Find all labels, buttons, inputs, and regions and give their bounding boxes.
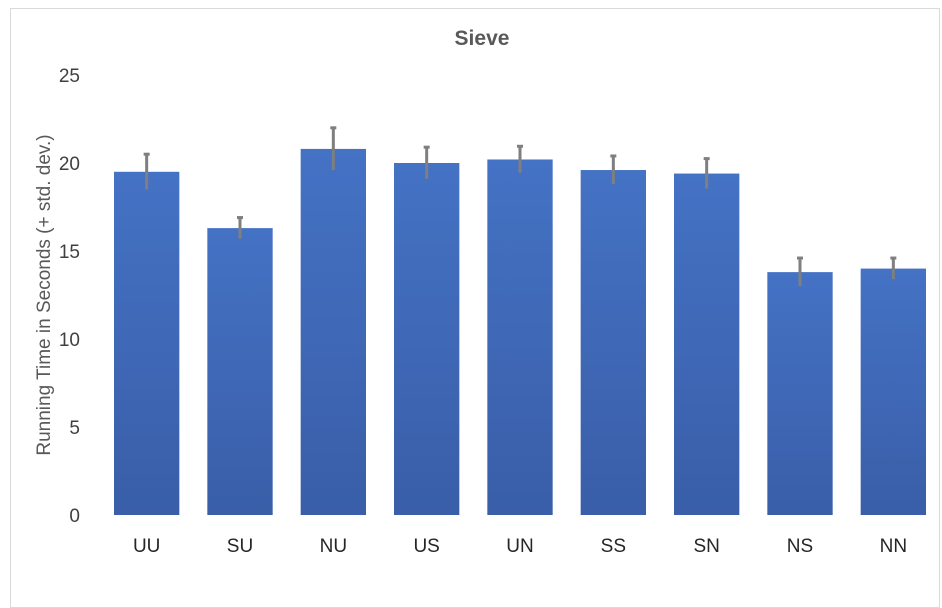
y-tick-label: 20 [59,154,80,175]
bar-un [487,159,553,516]
x-tick-label-ns: NS [787,536,813,557]
bar-uu [114,171,180,516]
x-tick-label-nn: NN [880,536,907,557]
y-axis-label: Running Time in Seconds (+ std. dev.) [34,134,55,455]
error-bar-nn [890,256,897,280]
x-tick-label-us: US [413,536,439,557]
bar-us [394,163,460,515]
error-bars-group [143,126,897,287]
bar-nn [860,268,926,515]
x-tick-label-su: SU [227,536,253,557]
chart-title: Sieve [455,27,510,50]
error-bar-ss [610,154,617,185]
bar-sn [674,173,740,515]
error-bar-uu [143,152,150,190]
error-bar-nu [330,126,337,171]
x-axis-labels: UU SU NU US UN SS SN NS NN [133,536,907,557]
y-tick-label: 10 [59,330,80,351]
error-bar-su [237,216,243,239]
bars-group [114,148,926,516]
x-tick-label-un: UN [506,536,533,557]
bar-chart: Sieve Running Time in Seconds (+ std. de… [34,27,926,557]
bar-ns [767,272,833,515]
x-tick-label-sn: SN [693,536,719,557]
bar-ss [580,170,646,516]
bar-nu [300,148,366,516]
y-tick-label: 15 [59,242,80,263]
bar-su [207,228,273,515]
y-axis-ticks: 0 5 10 15 20 25 [59,66,80,527]
y-tick-label: 0 [69,506,80,527]
error-bar-ns [797,256,803,287]
y-tick-label: 25 [59,66,80,87]
y-tick-label: 5 [69,418,80,439]
x-tick-label-ss: SS [601,536,626,557]
error-bar-sn [703,157,710,189]
x-tick-label-uu: UU [133,536,160,557]
error-bar-un [517,144,523,173]
x-tick-label-nu: NU [320,536,347,557]
error-bar-us [423,145,430,179]
